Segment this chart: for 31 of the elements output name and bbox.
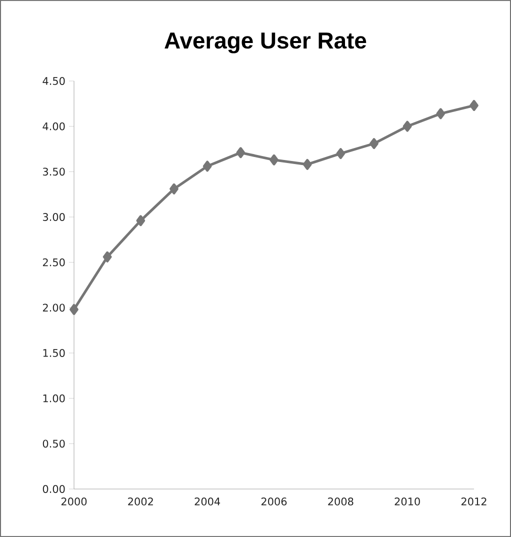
point	[436, 108, 446, 120]
point	[202, 160, 212, 172]
y-tick-label: 3.50	[43, 168, 65, 176]
x-tick-label: 2002	[128, 498, 153, 506]
y-tick-label: 3.00	[43, 213, 65, 221]
x-tick-label: 2010	[394, 498, 420, 506]
point	[70, 304, 78, 315]
y-tick-label: 1.50	[43, 349, 65, 357]
point	[470, 100, 478, 111]
point	[370, 138, 378, 150]
point	[270, 154, 278, 166]
point	[236, 147, 246, 158]
y-tick-label: 4.50	[42, 77, 65, 85]
x-tick-label: 2004	[194, 498, 220, 506]
point	[102, 251, 112, 262]
point	[136, 215, 146, 226]
point	[402, 120, 412, 132]
point	[302, 158, 312, 170]
y-tick-label: 0.00	[42, 485, 65, 493]
x-tick-label: 2008	[328, 498, 354, 506]
x-tick-label: 2000	[61, 498, 87, 506]
chart-title: Average User Rate	[164, 32, 366, 54]
point	[336, 148, 346, 160]
y-tick-label: 0.50	[42, 440, 65, 448]
x-tick-label: 2006	[261, 498, 287, 506]
y-tick-label: 2.50	[42, 258, 65, 266]
point	[170, 183, 178, 194]
y-tick-label: 4.00	[42, 122, 65, 130]
y-tick-label: 1.00	[43, 394, 65, 402]
x-tick-label: 2012	[461, 498, 486, 506]
y-tick-label: 2.00	[42, 304, 65, 312]
